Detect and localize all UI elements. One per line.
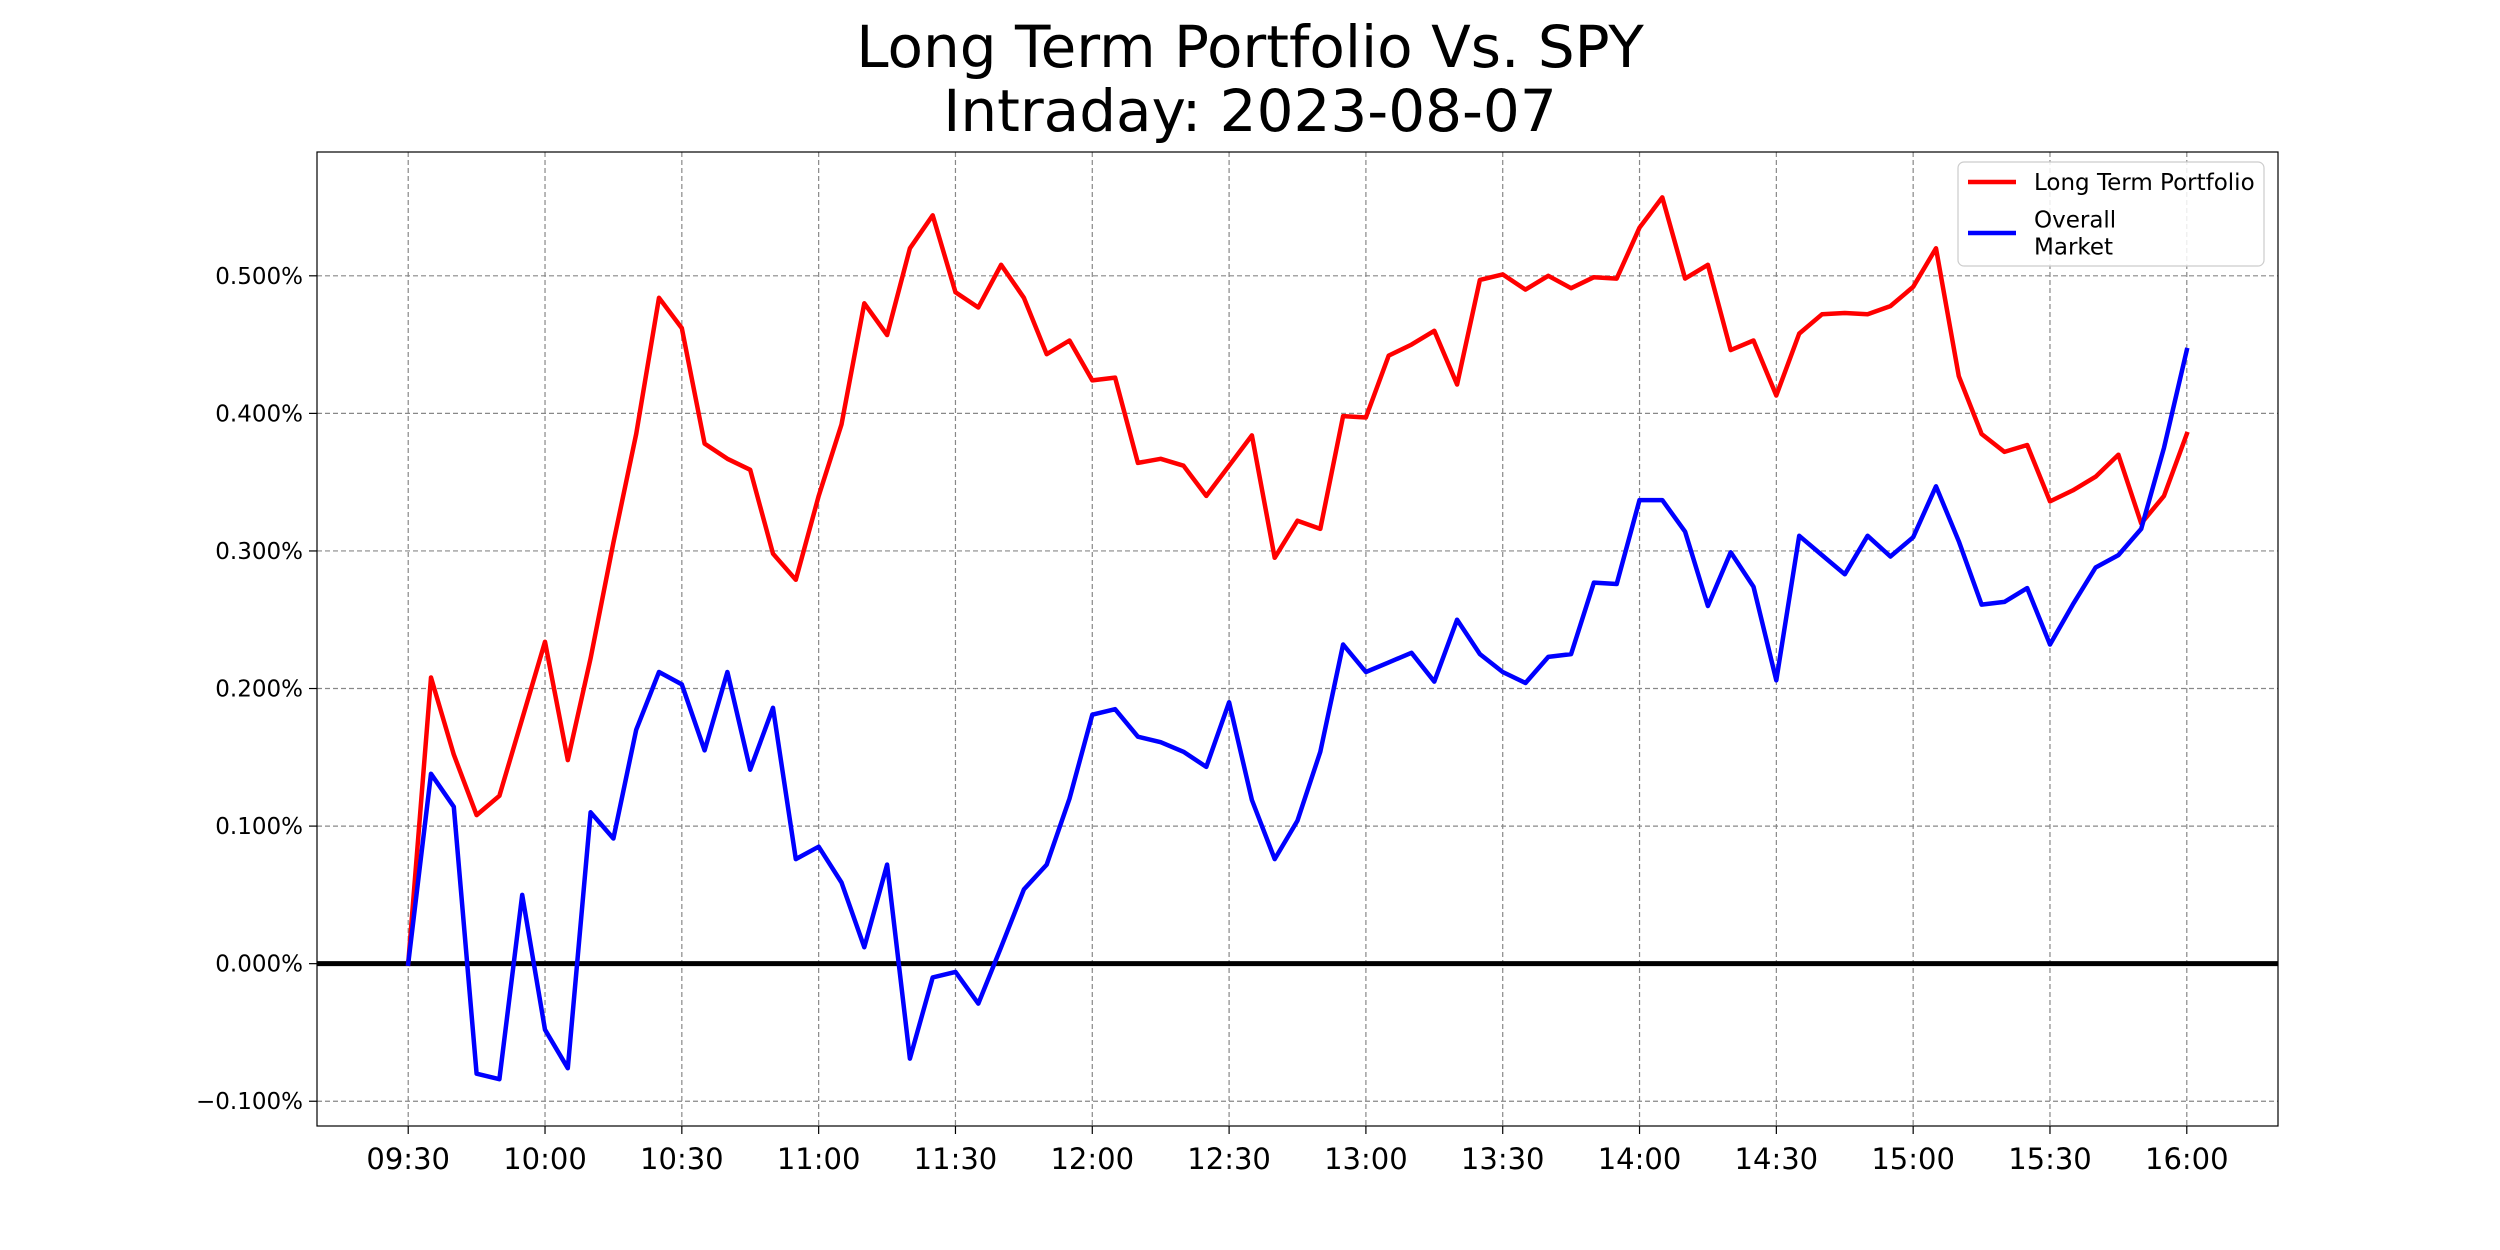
x-tick-label: 09:30 (366, 1142, 450, 1176)
x-tick-label: 16:00 (2145, 1142, 2229, 1176)
series-line-long-term-portfolio (405, 195, 2190, 967)
legend: Long Term Portfolio Overall Market (1957, 161, 2265, 267)
y-tick-label: 0.100% (215, 814, 303, 840)
x-axis-ticks: 09:30 10:00 10:30 11:00 11:30 12:00 12:30 13:00… (366, 1126, 2229, 1176)
x-tick-label: 14:00 (1598, 1142, 1682, 1176)
legend-label-2: Overall Market (2034, 208, 2116, 261)
chart-title-line-1: Long Term Portfolio Vs. SPY (856, 13, 1644, 81)
legend-label-1: Long Term Portfolio (2034, 170, 2255, 196)
y-tick-label: 0.000% (215, 952, 303, 978)
x-tick-label: 13:00 (1324, 1142, 1408, 1176)
x-tick-label: 10:30 (640, 1142, 724, 1176)
series-lines (405, 195, 2190, 1082)
x-tick-label: 12:30 (1187, 1142, 1271, 1176)
y-tick-label: 0.400% (215, 401, 303, 427)
y-tick-label: 0.200% (215, 677, 303, 703)
y-tick-label: −0.100% (196, 1089, 303, 1115)
series-line-overall-market (405, 347, 2190, 1082)
x-tick-label: 14:30 (1735, 1142, 1819, 1176)
plot-area-frame (316, 151, 2279, 1127)
legend-label-line: Market (2034, 235, 2113, 261)
y-axis-ticks: −0.100% 0.000% 0.100% 0.200% 0.300% 0.400% 0.5… (196, 264, 317, 1115)
legend-box (1957, 161, 2265, 267)
x-tick-label: 11:30 (914, 1142, 998, 1176)
x-tick-label: 13:30 (1461, 1142, 1545, 1176)
legend-label-line: Long Term Portfolio (2034, 170, 2255, 196)
chart-title-line-2: Intraday: 2023-08-07 (943, 77, 1557, 145)
x-tick-label: 15:00 (1871, 1142, 1955, 1176)
x-tick-label: 12:00 (1050, 1142, 1134, 1176)
x-tick-label: 15:30 (2008, 1142, 2092, 1176)
y-tick-label: 0.300% (215, 539, 303, 565)
x-tick-label: 11:00 (777, 1142, 861, 1176)
y-tick-label: 0.500% (215, 264, 303, 290)
x-tick-label: 10:00 (503, 1142, 587, 1176)
legend-label-line: Overall (2034, 208, 2116, 234)
